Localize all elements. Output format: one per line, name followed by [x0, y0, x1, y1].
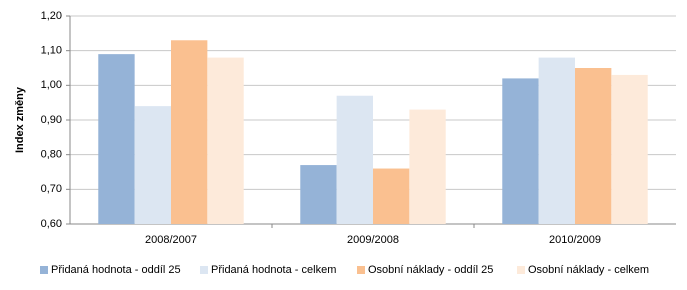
- bar: [373, 168, 410, 224]
- bar: [538, 57, 575, 224]
- y-tick-label: 0,70: [41, 183, 62, 195]
- bar: [98, 54, 135, 225]
- bar: [171, 40, 208, 225]
- bar: [300, 165, 337, 224]
- legend-label: Osobní náklady - oddíl 25: [368, 264, 493, 276]
- x-tick-label: 2010/2009: [549, 234, 601, 246]
- y-tick-label: 1,20: [41, 10, 62, 22]
- legend-swatch: [517, 266, 525, 274]
- y-tick-label: 0,80: [41, 149, 62, 161]
- y-tick-label: 0,60: [41, 218, 62, 230]
- y-tick-label: 1,00: [41, 79, 62, 91]
- bar: [409, 109, 446, 224]
- legend-swatch: [357, 266, 365, 274]
- x-tick-label: 2009/2008: [347, 234, 399, 246]
- legend-label: Osobní náklady - celkem: [528, 264, 649, 276]
- bar: [611, 74, 648, 224]
- bar: [134, 106, 171, 224]
- legend-label: Přidaná hodnota - celkem: [211, 264, 336, 276]
- x-tick-label: 2008/2007: [145, 234, 197, 246]
- y-axis-title: Index změny: [14, 86, 26, 153]
- bar: [575, 68, 612, 224]
- legend-swatch: [200, 266, 208, 274]
- legend-swatch: [40, 266, 48, 274]
- bar: [336, 95, 373, 224]
- y-tick-label: 0,90: [41, 114, 62, 126]
- bar: [502, 78, 539, 225]
- bar: [207, 57, 244, 224]
- legend-label: Přidaná hodnota - oddíl 25: [51, 264, 181, 276]
- y-tick-label: 1,10: [41, 45, 62, 57]
